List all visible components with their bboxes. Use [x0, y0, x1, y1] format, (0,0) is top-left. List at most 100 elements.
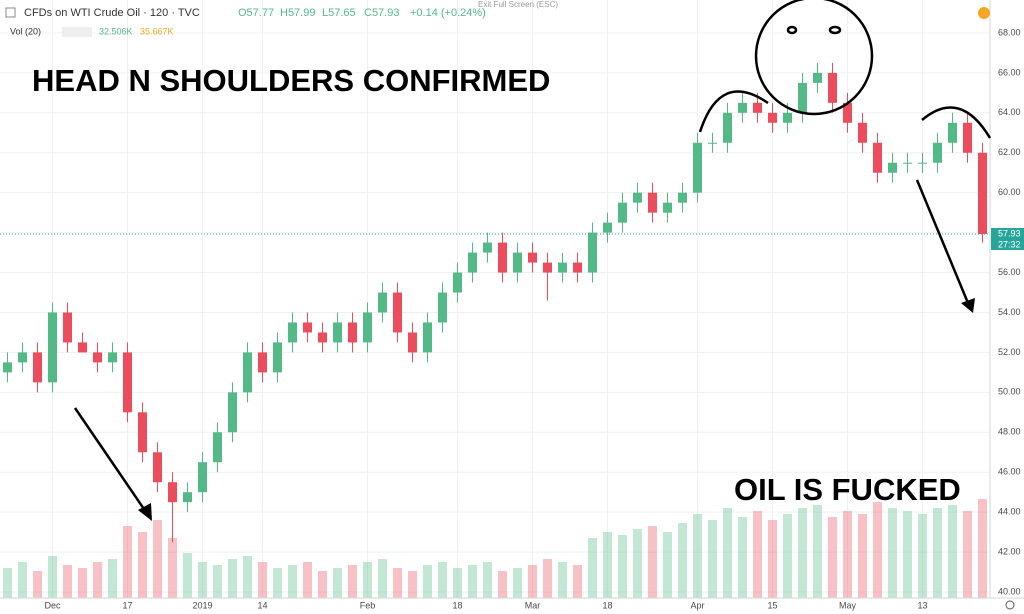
volume-label: Vol (20): [10, 26, 41, 36]
candle-body: [948, 122, 957, 143]
y-tick-label: 62.00: [998, 147, 1021, 157]
volume-value: 32.506K: [99, 26, 133, 36]
volume-bar: [18, 562, 27, 598]
right-shoulder-arc: [921, 106, 992, 139]
volume-bar: [273, 568, 282, 598]
candle-layer: [3, 62, 987, 543]
candle-body: [483, 242, 492, 253]
x-tick-label: Feb: [360, 600, 376, 610]
volume-bar: [183, 553, 192, 598]
candle-body: [498, 242, 507, 273]
candle-body: [78, 342, 87, 353]
x-tick-label: 15: [767, 600, 777, 610]
candle-body: [678, 192, 687, 203]
y-tick-label: 54.00: [998, 307, 1021, 317]
candle-body: [378, 292, 387, 313]
candle-body: [363, 312, 372, 343]
candle-body: [93, 352, 102, 363]
arrow-head: [961, 298, 975, 313]
volume-bar: [438, 562, 447, 598]
volume-bar: [198, 562, 207, 598]
volume-bar: [738, 517, 747, 598]
drawings: [73, 0, 992, 513]
candle-body: [753, 102, 762, 113]
volume-bar: [753, 511, 762, 598]
candle-body: [108, 352, 117, 363]
candle-body: [183, 492, 192, 503]
volume-bar: [633, 529, 642, 598]
candle-body: [783, 112, 792, 123]
candle-body: [693, 142, 702, 193]
volume-icons[interactable]: [62, 27, 92, 37]
volume-bar: [348, 565, 357, 598]
volume-bar: [393, 568, 402, 598]
volume-bar: [558, 562, 567, 598]
volume-bar: [783, 514, 792, 598]
x-tick-label: 14: [257, 600, 267, 610]
candle-body: [543, 262, 552, 273]
volume-bar: [858, 514, 867, 598]
collapse-icon[interactable]: [5, 7, 16, 18]
x-tick-label: 2019: [192, 600, 212, 610]
exit-fullscreen[interactable]: Exit Full Screen (ESC): [478, 0, 558, 9]
left-shoulder-arc: [698, 90, 769, 133]
candle-body: [48, 312, 57, 383]
candle-body: [468, 252, 477, 273]
head-circle: [754, 0, 874, 116]
y-tick-label: 60.00: [998, 187, 1021, 197]
candle-body: [558, 262, 567, 273]
volume-bar: [63, 565, 72, 598]
settings-icon[interactable]: [1005, 600, 1015, 610]
volume-bar: [243, 556, 252, 598]
volume-bar: [78, 568, 87, 598]
y-tick-label: 50.00: [998, 387, 1021, 397]
arrow-line: [915, 179, 970, 304]
annotation: HEAD N SHOULDERS CONFIRMED: [32, 63, 550, 98]
volume-bar: [33, 571, 42, 598]
candle-body: [588, 232, 597, 273]
y-tick-label: 56.00: [998, 267, 1021, 277]
annotation: OIL IS FUCKED: [734, 472, 961, 507]
candle-body: [708, 142, 717, 144]
volume-bar: [903, 511, 912, 598]
candle-body: [528, 252, 537, 263]
candle-body: [153, 452, 162, 483]
volume-bar: [768, 520, 777, 598]
eye: [786, 25, 798, 35]
candle-body: [18, 352, 27, 363]
candle-body: [453, 272, 462, 293]
volume-bar: [228, 559, 237, 598]
candle-body: [768, 112, 777, 123]
y-tick-label: 40.00: [998, 586, 1021, 596]
axes: 40.00 42.00 44.00 46.00 48.00 50.00 52.00 54.00…: [0, 27, 1024, 610]
candle-body: [723, 112, 732, 143]
volume-bar: [708, 520, 717, 598]
candle-body: [243, 352, 252, 393]
x-tick-label: 17: [122, 600, 132, 610]
volume-bar: [363, 562, 372, 598]
volume-bar: [423, 565, 432, 598]
volume-bar: [543, 559, 552, 598]
candle-body: [888, 162, 897, 173]
y-tick-label: 46.00: [998, 467, 1021, 477]
ohlc-low: L57.65: [322, 7, 356, 19]
y-tick-label: 42.00: [998, 546, 1021, 556]
volume-bar: [408, 571, 417, 598]
alert-icon[interactable]: [978, 7, 990, 19]
candle-body: [333, 322, 342, 343]
volume-bar: [3, 568, 12, 598]
volume-bar: [288, 565, 297, 598]
volume-bar: [843, 511, 852, 598]
x-tick-label: 13: [917, 600, 927, 610]
candle-body: [858, 122, 867, 143]
volume-bar: [258, 562, 267, 598]
candle-body: [648, 192, 657, 213]
arrow-line: [73, 407, 148, 513]
candle-body: [288, 322, 297, 343]
x-tick-label: Mar: [525, 600, 541, 610]
candle-body: [168, 482, 177, 503]
grid: [0, 0, 990, 598]
volume-bar: [618, 535, 627, 598]
volume-bar: [138, 532, 147, 598]
ohlc-high: H57.99: [280, 7, 315, 19]
